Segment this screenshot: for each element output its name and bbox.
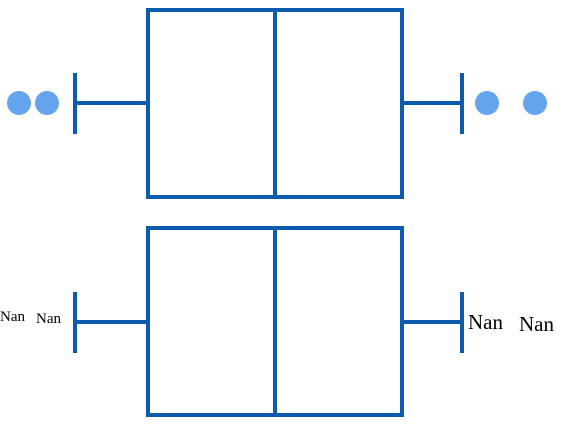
top-boxplot xyxy=(7,10,547,197)
right-nan-label-2: Nan xyxy=(519,312,554,336)
left-outlier-dot-1 xyxy=(7,91,31,115)
right-nan-label-1: Nan xyxy=(468,310,503,334)
bottom-boxplot: Nan Nan Nan Nan xyxy=(0,228,554,415)
right-outlier-dot-2 xyxy=(523,91,547,115)
right-outlier-dot-1 xyxy=(475,91,499,115)
left-outlier-dot-2 xyxy=(35,91,59,115)
left-nan-label-2: Nan xyxy=(36,311,61,327)
left-nan-label-1: Nan xyxy=(0,309,25,325)
